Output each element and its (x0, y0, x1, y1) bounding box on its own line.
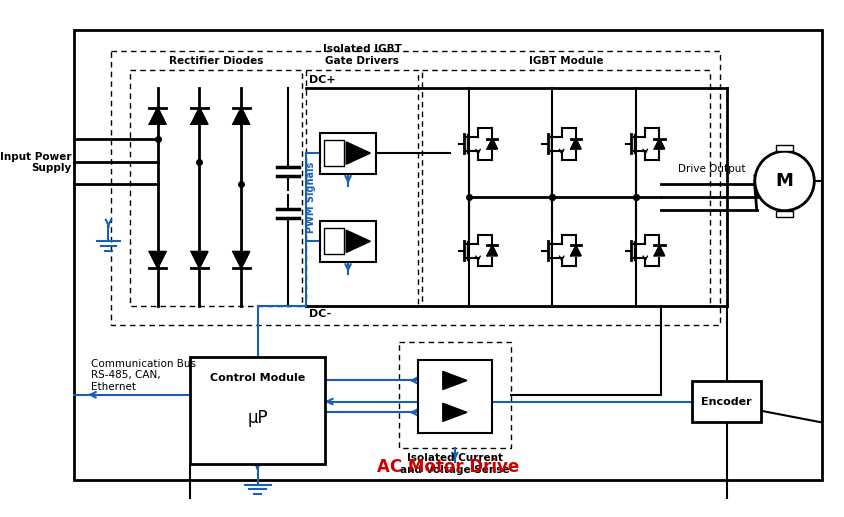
Bar (320, 133, 376, 174)
Text: Isolated IGBT
Gate Drivers: Isolated IGBT Gate Drivers (322, 44, 402, 66)
Text: IGBT Module: IGBT Module (529, 56, 603, 66)
Text: DC+: DC+ (309, 75, 336, 85)
Polygon shape (571, 246, 581, 256)
Circle shape (755, 151, 814, 210)
Text: Encoder: Encoder (701, 397, 752, 406)
Polygon shape (487, 246, 497, 256)
Polygon shape (149, 108, 166, 124)
Text: Isolated Current
and Voltage Sense: Isolated Current and Voltage Sense (400, 453, 510, 475)
Bar (306, 69, 418, 307)
Bar (324, 229, 344, 254)
Polygon shape (571, 139, 581, 149)
Text: μP: μP (247, 409, 268, 427)
Polygon shape (191, 252, 208, 268)
Polygon shape (233, 252, 250, 268)
Polygon shape (149, 252, 166, 268)
Bar (776, 145, 793, 151)
Bar (130, 69, 301, 307)
Polygon shape (346, 142, 371, 164)
Bar (399, 342, 511, 448)
Polygon shape (233, 108, 250, 124)
Text: PWM Signals: PWM Signals (306, 162, 316, 233)
Polygon shape (654, 139, 664, 149)
Text: Rectifier Diodes: Rectifier Diodes (169, 56, 262, 66)
Text: AC Motor Drive: AC Motor Drive (376, 458, 519, 476)
Bar (324, 140, 344, 166)
Bar (418, 360, 492, 433)
Polygon shape (487, 139, 497, 149)
Polygon shape (443, 371, 467, 389)
Text: M: M (776, 172, 793, 190)
Text: Input Power
Supply: Input Power Supply (0, 151, 71, 173)
Text: Control Module: Control Module (210, 373, 306, 383)
Bar (776, 210, 793, 217)
Polygon shape (346, 230, 371, 252)
Bar (422, 69, 711, 307)
Polygon shape (191, 108, 208, 124)
Polygon shape (654, 246, 664, 256)
Polygon shape (443, 403, 467, 421)
Bar (320, 221, 376, 262)
Text: Drive Output: Drive Output (678, 163, 745, 174)
Text: DC-: DC- (309, 309, 332, 319)
Bar (111, 51, 720, 325)
Bar (190, 357, 325, 464)
Text: Communication Bus
RS-485, CAN,
Ethernet: Communication Bus RS-485, CAN, Ethernet (91, 359, 196, 392)
Bar (692, 381, 761, 422)
